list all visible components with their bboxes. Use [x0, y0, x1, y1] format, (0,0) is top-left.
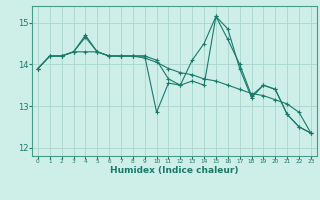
X-axis label: Humidex (Indice chaleur): Humidex (Indice chaleur): [110, 166, 239, 175]
